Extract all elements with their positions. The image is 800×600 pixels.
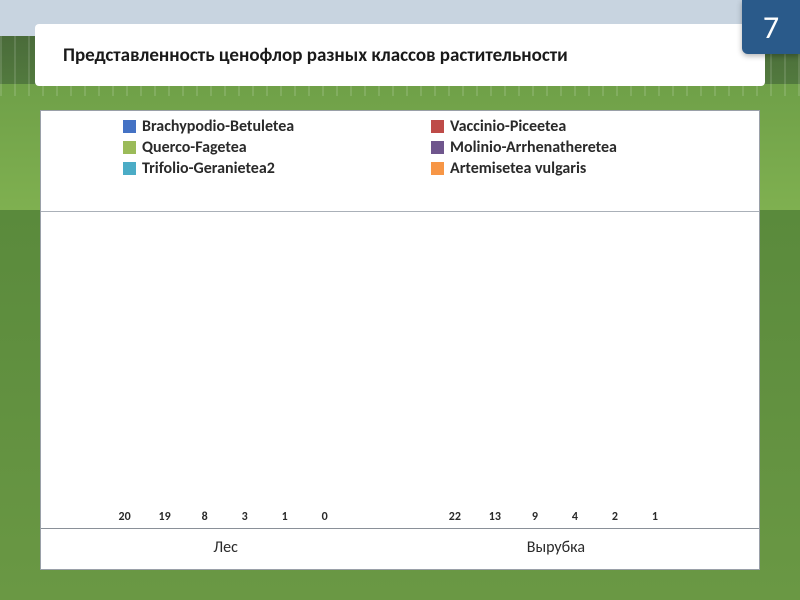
bar-value-label: 8 [186,510,224,524]
bar-value-label: 2 [596,510,634,524]
bar-group: 20198310 [106,212,344,528]
legend-label: Querco-Fagetea [142,138,247,157]
legend-swatch [123,141,136,154]
chart-legend: Brachypodio-Betuletea Vaccinio-Piceetea Qu… [123,117,739,178]
bar-value-label: 20 [106,510,144,524]
bar-value-label: 4 [556,510,594,524]
legend-label: Vaccinio-Piceetea [450,117,566,136]
legend-swatch [431,141,444,154]
bar-value-label: 13 [476,510,514,524]
bar-value-label: 1 [266,510,304,524]
slide-number: 7 [763,8,779,47]
bar-value-label: 1 [636,510,674,524]
chart-x-axis: Лес Вырубка [41,529,759,569]
legend-label: Trifolio-Geranietea2 [142,159,275,178]
chart-panel: Brachypodio-Betuletea Vaccinio-Piceetea Qu… [40,110,760,570]
legend-label: Artemisetea vulgaris [450,159,586,178]
bar-value-label: 19 [146,510,184,524]
slide-number-badge: 7 [742,0,800,54]
slide-title: Представленность ценофлор разных классов… [63,44,568,67]
bar-value-label: 9 [516,510,554,524]
legend-item: Brachypodio-Betuletea [123,117,431,136]
bar-group: 22139421 [436,212,674,528]
legend-item: Artemisetea vulgaris [431,159,739,178]
bar-value-label: 22 [436,510,474,524]
bar-value-label: 0 [306,510,344,524]
x-axis-label: Лес [213,538,238,557]
legend-item: Querco-Fagetea [123,138,431,157]
legend-item: Vaccinio-Piceetea [431,117,739,136]
legend-swatch [431,162,444,175]
legend-swatch [123,162,136,175]
x-axis-label: Вырубка [527,538,585,557]
legend-item: Trifolio-Geranietea2 [123,159,431,178]
legend-swatch [431,120,444,133]
bar-value-label: 3 [226,510,264,524]
slide-title-bar: Представленность ценофлор разных классов… [35,24,765,86]
legend-label: Brachypodio-Betuletea [142,117,294,136]
legend-label: Molinio-Arrhenatheretea [450,138,617,157]
legend-swatch [123,120,136,133]
chart-plot-area: 2019831022139421 [41,211,759,529]
legend-item: Molinio-Arrhenatheretea [431,138,739,157]
